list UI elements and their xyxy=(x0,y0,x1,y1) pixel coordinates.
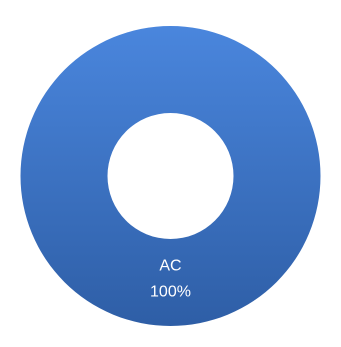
slice-label: AC xyxy=(159,258,181,275)
slice-ac xyxy=(20,26,321,327)
slice-percent-label: 100% xyxy=(150,284,191,301)
slices-layer xyxy=(20,26,321,327)
labels-layer: AC 100% xyxy=(150,258,191,301)
